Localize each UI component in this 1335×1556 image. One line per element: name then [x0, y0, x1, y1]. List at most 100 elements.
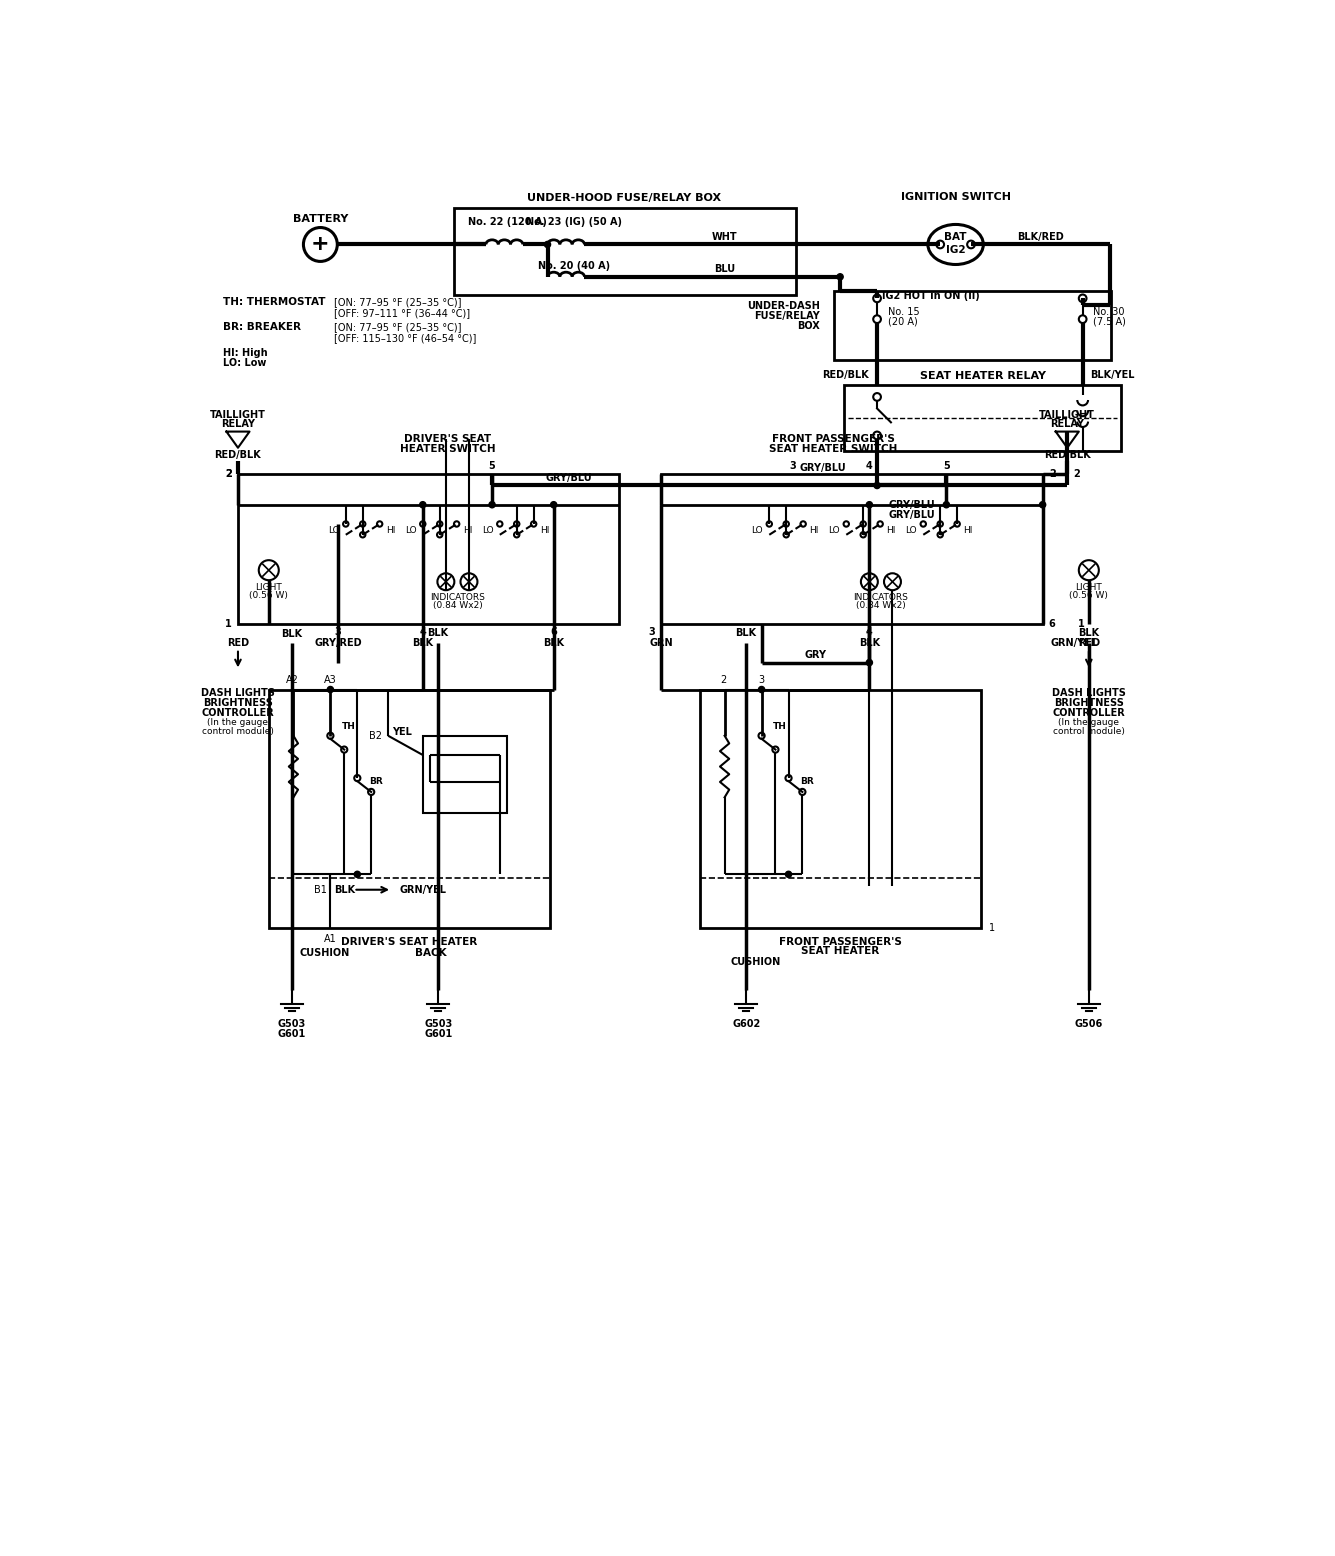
Text: No. 30: No. 30 [1093, 307, 1125, 317]
Circle shape [785, 871, 792, 878]
Text: HI: HI [886, 526, 896, 535]
Text: (0.56 W): (0.56 W) [1069, 591, 1108, 601]
Circle shape [360, 532, 366, 537]
Text: 3: 3 [649, 627, 655, 636]
Text: BLK: BLK [282, 629, 303, 640]
Text: 5: 5 [489, 461, 495, 471]
Circle shape [801, 521, 806, 526]
Text: 6: 6 [550, 627, 557, 636]
Text: (0.56 W): (0.56 W) [250, 591, 288, 601]
Bar [238, 475, 619, 624]
Text: TAILLIGHT: TAILLIGHT [210, 409, 266, 420]
Circle shape [1079, 294, 1087, 302]
Bar [844, 386, 1121, 451]
Text: HEATER SWITCH: HEATER SWITCH [399, 445, 495, 454]
Text: BLU: BLU [714, 265, 736, 274]
Ellipse shape [928, 224, 984, 265]
Text: CUSHION: CUSHION [730, 957, 781, 968]
Circle shape [955, 521, 960, 526]
Text: RED/BLK: RED/BLK [1044, 450, 1091, 459]
Circle shape [866, 501, 873, 507]
Text: DRIVER'S SEAT: DRIVER'S SEAT [405, 434, 491, 445]
Text: control module): control module) [202, 727, 274, 736]
Text: HI: HI [964, 526, 973, 535]
Text: 2: 2 [1073, 468, 1080, 479]
Text: B1: B1 [314, 885, 327, 895]
Circle shape [837, 274, 844, 280]
Text: 2: 2 [226, 468, 232, 479]
Text: IGNITION SWITCH: IGNITION SWITCH [901, 193, 1011, 202]
Text: LO: Low: LO: Low [223, 358, 266, 369]
Text: HI: High: HI: High [223, 349, 267, 358]
Text: GRY/BLU: GRY/BLU [889, 510, 936, 520]
Circle shape [419, 501, 426, 507]
Text: RED/BLK: RED/BLK [215, 450, 262, 459]
Circle shape [545, 241, 550, 247]
Text: 2: 2 [226, 468, 232, 479]
Text: 4: 4 [419, 627, 426, 636]
Text: LO: LO [405, 526, 417, 535]
Text: BLK/YEL: BLK/YEL [1091, 370, 1135, 380]
Text: G602: G602 [732, 1019, 761, 1030]
Circle shape [967, 241, 975, 249]
Circle shape [758, 733, 765, 739]
Text: 6: 6 [1049, 619, 1056, 629]
Text: CUSHION: CUSHION [299, 948, 350, 958]
Text: TH: TH [342, 722, 356, 731]
Circle shape [937, 532, 943, 537]
Circle shape [327, 686, 334, 692]
Text: BRIGHTNESS: BRIGHTNESS [203, 699, 272, 708]
Text: RED: RED [1077, 638, 1100, 649]
Text: No. 22 (120 A): No. 22 (120 A) [469, 218, 547, 227]
Text: [ON: 77–95 °F (25–35 °C)]: [ON: 77–95 °F (25–35 °C)] [334, 322, 462, 331]
Text: G503: G503 [425, 1019, 453, 1030]
Text: INDICATORS: INDICATORS [430, 593, 485, 602]
Circle shape [758, 686, 765, 692]
Text: (In the gauge: (In the gauge [1059, 719, 1119, 727]
Text: 1: 1 [226, 619, 232, 629]
Circle shape [342, 747, 347, 753]
Circle shape [873, 294, 881, 302]
Text: control module): control module) [1053, 727, 1125, 736]
Text: GRN/YEL: GRN/YEL [399, 885, 447, 895]
Text: 4: 4 [866, 461, 873, 471]
Text: CONTROLLER: CONTROLLER [202, 708, 275, 719]
Text: G601: G601 [425, 1029, 453, 1039]
Text: (In the gauge: (In the gauge [207, 719, 268, 727]
Text: 1: 1 [989, 923, 995, 934]
Text: UNDER-HOOD FUSE/RELAY BOX: UNDER-HOOD FUSE/RELAY BOX [527, 193, 722, 202]
Text: BRIGHTNESS: BRIGHTNESS [1053, 699, 1124, 708]
Text: 2: 2 [1049, 468, 1056, 479]
Circle shape [368, 789, 374, 795]
Text: FRONT PASSENGER'S: FRONT PASSENGER'S [772, 434, 894, 445]
Text: 3: 3 [789, 461, 796, 471]
Circle shape [784, 532, 789, 537]
Circle shape [921, 521, 926, 526]
Circle shape [766, 521, 772, 526]
Text: (0.84 Wx2): (0.84 Wx2) [856, 601, 905, 610]
Text: LIGHT: LIGHT [1076, 582, 1103, 591]
Circle shape [773, 747, 778, 753]
Circle shape [800, 789, 805, 795]
Circle shape [861, 573, 878, 590]
Text: GRN: GRN [650, 638, 673, 649]
Text: BLK: BLK [413, 638, 434, 649]
Text: LO: LO [752, 526, 764, 535]
Text: GRY: GRY [805, 650, 826, 660]
Circle shape [936, 241, 944, 249]
Text: G506: G506 [1075, 1019, 1103, 1030]
Text: DASH LIGHTS: DASH LIGHTS [202, 688, 275, 699]
Text: No. 15: No. 15 [888, 307, 920, 317]
Circle shape [259, 560, 279, 580]
Text: HI: HI [809, 526, 818, 535]
Text: TAILLIGHT: TAILLIGHT [1040, 409, 1095, 420]
Text: GRY/BLU: GRY/BLU [800, 462, 846, 473]
Text: 5: 5 [943, 461, 949, 471]
Text: DASH LIGHTS: DASH LIGHTS [1052, 688, 1125, 699]
Circle shape [937, 521, 943, 526]
Text: LIGHT: LIGHT [255, 582, 282, 591]
Circle shape [421, 521, 426, 526]
Text: +: + [311, 235, 330, 255]
Text: FRONT PASSENGER'S: FRONT PASSENGER'S [778, 937, 901, 948]
Circle shape [437, 521, 442, 526]
